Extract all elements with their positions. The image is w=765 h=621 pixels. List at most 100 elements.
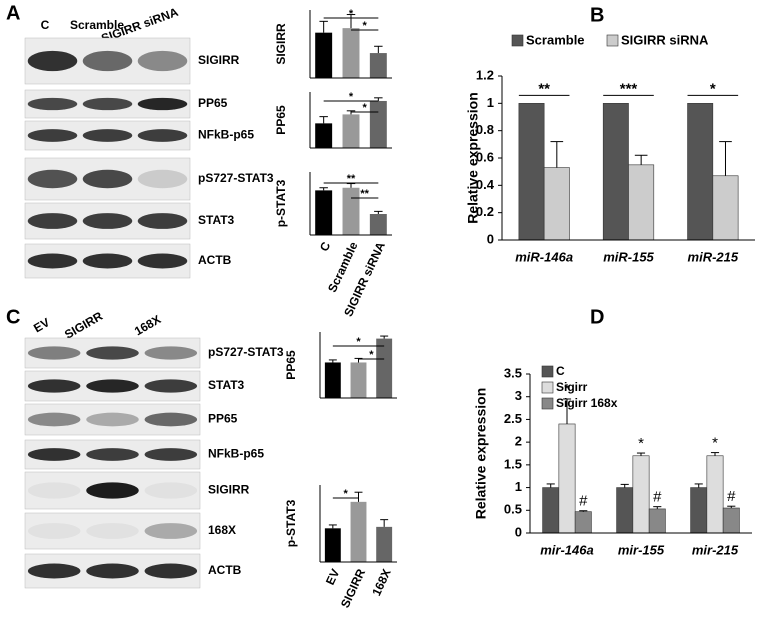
significance-label: ** bbox=[347, 173, 356, 185]
significance-label: * bbox=[356, 336, 361, 348]
significance-label: # bbox=[653, 489, 662, 506]
x-tick-label: mir-215 bbox=[692, 542, 739, 557]
bar bbox=[632, 455, 650, 534]
legend-swatch bbox=[541, 397, 554, 410]
significance-label: * bbox=[363, 20, 368, 32]
significance-label: ** bbox=[360, 188, 369, 200]
bar bbox=[574, 511, 592, 534]
bar bbox=[350, 362, 367, 398]
legend-label: Sigirr 168x bbox=[556, 396, 618, 410]
blot-label: pS727-STAT3 bbox=[198, 171, 274, 185]
significance-label: * bbox=[712, 435, 718, 452]
blot-band bbox=[137, 50, 188, 72]
bar bbox=[342, 114, 360, 148]
bar bbox=[315, 32, 333, 78]
x-tick-label: C bbox=[317, 239, 333, 253]
blot-band bbox=[27, 563, 81, 579]
significance-label: * bbox=[564, 381, 570, 398]
blot-band bbox=[27, 482, 81, 499]
y-axis-label: Relative expression bbox=[465, 92, 481, 224]
y-tick-label: 2 bbox=[515, 434, 522, 449]
bar bbox=[542, 487, 560, 534]
blot-band bbox=[27, 448, 81, 461]
bar bbox=[706, 455, 724, 534]
y-tick-label: 1.5 bbox=[504, 456, 522, 471]
bar bbox=[602, 103, 629, 241]
x-tick-label: SIGIRR bbox=[338, 566, 368, 610]
y-tick-label: 0 bbox=[515, 524, 522, 539]
blot-band bbox=[27, 379, 81, 393]
y-axis-label: p-STAT3 bbox=[284, 499, 298, 547]
panel-label: A bbox=[6, 2, 20, 24]
blot-band bbox=[27, 412, 81, 427]
blot-label: NFkB-p65 bbox=[208, 447, 264, 461]
lane-label: C bbox=[41, 18, 50, 32]
bar bbox=[369, 53, 387, 78]
blot-band bbox=[137, 169, 188, 189]
bar bbox=[324, 528, 341, 562]
bar bbox=[315, 123, 333, 148]
x-tick-label: miR-215 bbox=[688, 249, 739, 264]
y-axis-label: SIGIRR bbox=[274, 23, 288, 65]
legend-swatch bbox=[511, 34, 524, 47]
legend-label: SIGIRR siRNA bbox=[621, 32, 709, 47]
blot-band bbox=[82, 97, 133, 111]
y-tick-label: 0.4 bbox=[476, 177, 495, 192]
blot-band bbox=[27, 129, 78, 142]
significance-label: * bbox=[349, 8, 354, 20]
blot-band bbox=[82, 169, 133, 189]
blot-band bbox=[82, 129, 133, 142]
bar bbox=[518, 103, 545, 241]
bar bbox=[690, 487, 708, 534]
blot-band bbox=[86, 482, 139, 499]
y-tick-label: 0.2 bbox=[476, 204, 494, 219]
panel-label: C bbox=[6, 306, 20, 328]
y-axis-label: PP65 bbox=[284, 350, 298, 380]
bar bbox=[376, 338, 393, 398]
bar bbox=[722, 507, 740, 534]
blot-band bbox=[27, 97, 78, 111]
blot-band bbox=[144, 346, 198, 360]
panel-label: D bbox=[590, 306, 604, 328]
blot-band bbox=[144, 482, 198, 499]
blot-label: pS727-STAT3 bbox=[208, 345, 284, 359]
y-tick-label: 1 bbox=[515, 479, 522, 494]
blot-label: STAT3 bbox=[208, 378, 245, 392]
blot-label: PP65 bbox=[198, 96, 228, 110]
significance-label: * bbox=[349, 91, 354, 103]
blot-band bbox=[27, 253, 78, 269]
bar bbox=[616, 487, 634, 534]
legend-swatch bbox=[541, 381, 554, 394]
lane-label: SIGIRR bbox=[62, 309, 105, 342]
x-tick-label: EV bbox=[323, 567, 342, 587]
x-tick-label: miR-146a bbox=[515, 249, 573, 264]
legend-swatch bbox=[541, 365, 554, 378]
blot-label: 168X bbox=[208, 523, 236, 537]
blot-band bbox=[27, 346, 81, 360]
significance-label: # bbox=[727, 488, 736, 505]
blot-band bbox=[86, 448, 139, 461]
panel-label: B bbox=[590, 4, 604, 26]
blot-band bbox=[86, 563, 139, 579]
y-axis-label: PP65 bbox=[274, 105, 288, 135]
blot-strip bbox=[24, 512, 201, 550]
bar bbox=[543, 167, 570, 241]
blot-band bbox=[27, 169, 78, 189]
blot-band bbox=[137, 129, 188, 142]
x-tick-label: mir-146a bbox=[540, 542, 593, 557]
blot-label: SIGIRR bbox=[208, 483, 250, 497]
blot-band bbox=[27, 523, 81, 539]
lane-label: Scramble bbox=[70, 18, 124, 32]
bar bbox=[369, 100, 387, 148]
blot-band bbox=[82, 213, 133, 229]
blot-band bbox=[144, 448, 198, 461]
x-tick-label: miR-155 bbox=[603, 249, 654, 264]
y-tick-label: 3 bbox=[515, 388, 522, 403]
blot-band bbox=[27, 50, 78, 72]
bar bbox=[369, 214, 387, 235]
y-axis-label: Relative expression bbox=[473, 388, 489, 520]
blot-label: NFkB-p65 bbox=[198, 128, 254, 142]
y-tick-label: 3.5 bbox=[504, 365, 522, 380]
blot-band bbox=[82, 50, 133, 72]
bar bbox=[342, 28, 360, 79]
